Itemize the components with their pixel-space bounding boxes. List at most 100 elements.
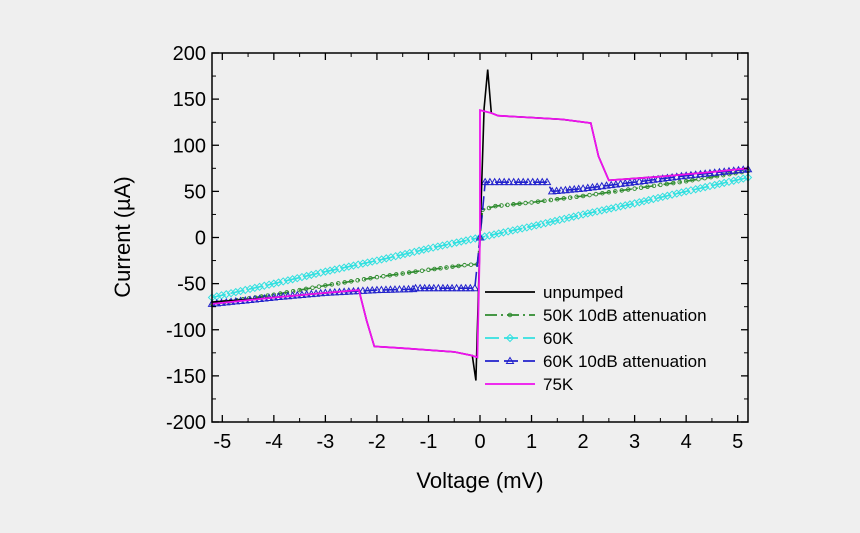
data-point	[724, 177, 734, 187]
y-tick-label: 100	[173, 135, 206, 157]
data-point	[367, 285, 377, 294]
data-point	[541, 218, 550, 228]
data-point	[499, 203, 504, 208]
data-point	[361, 276, 367, 282]
data-point	[486, 205, 492, 211]
data-point	[311, 269, 321, 279]
data-point	[358, 286, 368, 294]
y-tick-label: -50	[177, 274, 206, 296]
data-point	[504, 177, 514, 186]
data-point	[386, 285, 395, 293]
data-point	[720, 178, 729, 188]
data-point	[542, 198, 547, 204]
data-point	[264, 280, 274, 289]
data-point	[499, 228, 508, 237]
data-point	[509, 177, 519, 186]
data-point	[715, 179, 724, 189]
data-point	[658, 182, 663, 188]
data-point	[323, 283, 328, 288]
data-point	[583, 209, 592, 218]
legend-entry: 75K	[485, 375, 574, 394]
data-point	[606, 190, 612, 195]
data-point	[355, 278, 360, 283]
data-point	[442, 240, 452, 249]
data-point	[639, 196, 649, 206]
data-point	[653, 174, 663, 183]
y-tick-label: 200	[173, 43, 206, 65]
data-point	[507, 312, 513, 318]
data-point	[503, 227, 513, 236]
data-point	[410, 247, 419, 257]
data-point	[493, 203, 498, 209]
data-point	[452, 238, 461, 247]
legend: unpumped 50K 10dB attenuation 60K 60K 10dB …	[485, 283, 707, 394]
data-point	[552, 186, 561, 194]
data-point	[696, 183, 705, 193]
data-point	[330, 265, 339, 274]
data-point	[644, 175, 654, 184]
data-point	[461, 236, 471, 245]
data-point	[293, 273, 302, 283]
data-point	[316, 284, 322, 289]
data-point	[222, 290, 231, 299]
data-point	[513, 225, 522, 234]
data-point	[395, 285, 404, 293]
data-point	[372, 285, 382, 294]
data-point	[414, 246, 424, 255]
data-point	[522, 223, 532, 232]
data-point	[269, 279, 279, 288]
data-point	[658, 174, 668, 182]
data-point	[635, 198, 644, 207]
data-point	[569, 212, 578, 221]
data-point	[302, 271, 311, 281]
data-point	[255, 282, 264, 292]
data-point	[734, 175, 743, 184]
x-tick-label: 5	[732, 431, 743, 453]
data-point	[489, 230, 499, 239]
y-tick-label: -150	[166, 366, 206, 388]
data-point	[683, 178, 689, 184]
data-point	[625, 178, 635, 186]
data-point	[429, 283, 439, 292]
data-point	[399, 284, 409, 293]
data-point	[649, 194, 658, 204]
data-point	[321, 267, 330, 276]
data-point	[438, 283, 448, 292]
data-point	[447, 283, 457, 292]
data-point	[374, 274, 380, 280]
data-point	[517, 224, 527, 233]
data-point	[424, 244, 433, 253]
data-point	[606, 180, 616, 189]
data-point	[739, 174, 748, 183]
data-point	[600, 190, 605, 196]
series-4	[211, 109, 749, 359]
data-point	[630, 177, 639, 186]
data-point	[443, 283, 452, 292]
data-point	[226, 288, 236, 298]
data-point	[632, 186, 637, 191]
data-point	[630, 199, 639, 208]
data-point	[485, 231, 494, 240]
data-point	[639, 176, 649, 184]
data-point	[400, 271, 405, 276]
data-point	[537, 177, 547, 186]
data-point	[297, 287, 302, 293]
data-point	[616, 202, 625, 211]
data-point	[592, 182, 602, 190]
data-point	[606, 204, 616, 213]
data-point	[387, 273, 393, 278]
legend-entry: unpumped	[485, 283, 623, 302]
data-point	[620, 178, 630, 187]
data-point	[625, 200, 635, 209]
y-tick-label: 50	[184, 181, 206, 203]
data-point	[480, 232, 489, 241]
data-point	[465, 283, 475, 292]
data-point	[592, 207, 602, 216]
x-tick-label: -5	[213, 431, 231, 453]
data-point	[535, 199, 541, 204]
data-point	[344, 262, 354, 271]
data-point	[602, 181, 611, 189]
data-point	[424, 283, 434, 292]
data-point	[638, 185, 644, 190]
data-point	[452, 283, 461, 292]
